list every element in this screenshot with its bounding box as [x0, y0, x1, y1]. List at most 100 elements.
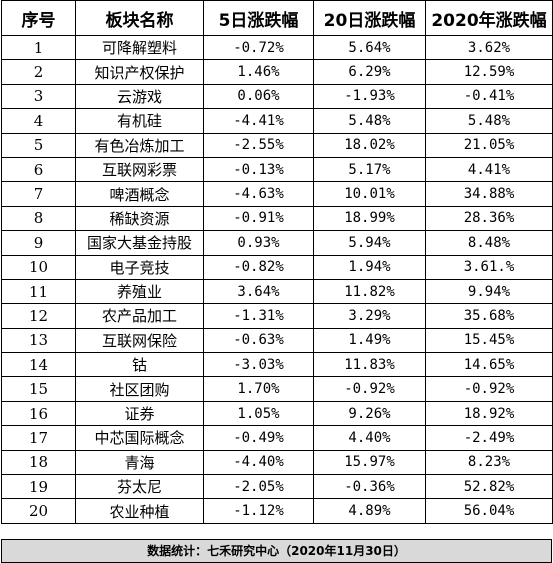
header-20day-change: 20日涨跌幅	[313, 0, 426, 36]
cell-2020-change: 28.36%	[425, 205, 553, 232]
cell-index: 3	[1, 83, 76, 110]
cell-index: 9	[1, 230, 76, 256]
cell-index: 17	[1, 425, 76, 451]
table-row: 5 有色冶炼加工 -2.55% 18.02% 21.05%	[1, 132, 553, 158]
cell-20day-change: -0.92%	[313, 376, 426, 402]
header-5day-change: 5日涨跌幅	[203, 0, 314, 36]
cell-20day-change: 1.49%	[313, 327, 426, 354]
cell-index: 5	[1, 132, 76, 158]
cell-5day-change: 1.46%	[203, 59, 314, 85]
cell-5day-change: -0.91%	[203, 205, 314, 232]
cell-sector-name: 电子竞技	[75, 254, 204, 280]
cell-sector-name: 农产品加工	[75, 303, 204, 329]
cell-sector-name: 互联网保险	[75, 327, 204, 354]
cell-5day-change: -1.12%	[203, 498, 314, 524]
table-row: 3 云游戏 0.06% -1.93% -0.41%	[1, 83, 553, 110]
cell-2020-change: 8.48%	[425, 230, 553, 256]
cell-5day-change: -0.13%	[203, 156, 314, 183]
cell-2020-change: 4.41%	[425, 156, 553, 183]
cell-20day-change: 11.82%	[313, 278, 426, 305]
cell-20day-change: 6.29%	[313, 59, 426, 85]
cell-sector-name: 农业种植	[75, 498, 204, 524]
header-2020-change: 2020年涨跌幅	[425, 0, 553, 36]
table-row: 6 互联网彩票 -0.13% 5.17% 4.41%	[1, 156, 553, 183]
cell-2020-change: 35.68%	[425, 303, 553, 329]
cell-sector-name: 啤酒概念	[75, 181, 204, 207]
cell-index: 14	[1, 352, 76, 378]
table-row: 4 有机硅 -4.41% 5.48% 5.48%	[1, 108, 553, 134]
header-index: 序号	[1, 0, 76, 36]
cell-sector-name: 社区团购	[75, 376, 204, 402]
cell-20day-change: -0.36%	[313, 474, 426, 500]
cell-20day-change: 15.97%	[313, 449, 426, 476]
cell-2020-change: 3.62%	[425, 34, 553, 61]
table-row: 2 知识产权保护 1.46% 6.29% 12.59%	[1, 59, 553, 85]
cell-2020-change: -2.49%	[425, 425, 553, 451]
header-row: 序号 板块名称 5日涨跌幅 20日涨跌幅 2020年涨跌幅	[1, 0, 553, 36]
cell-2020-change: 3.61.%	[425, 254, 553, 280]
cell-2020-change: 34.88%	[425, 181, 553, 207]
cell-20day-change: 9.26%	[313, 400, 426, 427]
cell-20day-change: -1.93%	[313, 83, 426, 110]
cell-sector-name: 知识产权保护	[75, 59, 204, 85]
table-row: 9 国家大基金持股 0.93% 5.94% 8.48%	[1, 230, 553, 256]
cell-sector-name: 钴	[75, 352, 204, 378]
cell-5day-change: -0.63%	[203, 327, 314, 354]
table-row: 13 互联网保险 -0.63% 1.49% 15.45%	[1, 327, 553, 354]
cell-20day-change: 5.64%	[313, 34, 426, 61]
cell-index: 2	[1, 59, 76, 85]
cell-5day-change: -2.55%	[203, 132, 314, 158]
cell-5day-change: 1.70%	[203, 376, 314, 402]
cell-sector-name: 云游戏	[75, 83, 204, 110]
cell-20day-change: 18.99%	[313, 205, 426, 232]
cell-sector-name: 证券	[75, 400, 204, 427]
cell-5day-change: -0.72%	[203, 34, 314, 61]
cell-5day-change: -2.05%	[203, 474, 314, 500]
cell-5day-change: -4.40%	[203, 449, 314, 476]
cell-index: 4	[1, 108, 76, 134]
cell-sector-name: 可降解塑料	[75, 34, 204, 61]
cell-2020-change: 5.48%	[425, 108, 553, 134]
cell-5day-change: -0.49%	[203, 425, 314, 451]
table-row: 18 青海 -4.40% 15.97% 8.23%	[1, 449, 553, 476]
cell-index: 15	[1, 376, 76, 402]
cell-20day-change: 5.94%	[313, 230, 426, 256]
cell-20day-change: 3.29%	[313, 303, 426, 329]
cell-index: 12	[1, 303, 76, 329]
table-row: 11 养殖业 3.64% 11.82% 9.94%	[1, 278, 553, 305]
cell-index: 13	[1, 327, 76, 354]
cell-index: 7	[1, 181, 76, 207]
table-row: 20 农业种植 -1.12% 4.89% 56.04%	[1, 498, 553, 524]
table-row: 8 稀缺资源 -0.91% 18.99% 28.36%	[1, 205, 553, 232]
cell-5day-change: 0.06%	[203, 83, 314, 110]
cell-2020-change: -0.92%	[425, 376, 553, 402]
cell-index: 6	[1, 156, 76, 183]
cell-sector-name: 稀缺资源	[75, 205, 204, 232]
cell-index: 18	[1, 449, 76, 476]
table-row: 1 可降解塑料 -0.72% 5.64% 3.62%	[1, 34, 553, 61]
cell-sector-name: 互联网彩票	[75, 156, 204, 183]
cell-2020-change: 14.65%	[425, 352, 553, 378]
cell-20day-change: 10.01%	[313, 181, 426, 207]
cell-sector-name: 芬太尼	[75, 474, 204, 500]
table-row: 7 啤酒概念 -4.63% 10.01% 34.88%	[1, 181, 553, 207]
cell-20day-change: 18.02%	[313, 132, 426, 158]
cell-5day-change: -0.82%	[203, 254, 314, 280]
cell-5day-change: 0.93%	[203, 230, 314, 256]
cell-20day-change: 5.48%	[313, 108, 426, 134]
table-row: 15 社区团购 1.70% -0.92% -0.92%	[1, 376, 553, 402]
cell-20day-change: 4.89%	[313, 498, 426, 524]
source-footer: 数据统计：七禾研究中心（2020年11月30日）	[1, 539, 552, 563]
cell-2020-change: 18.92%	[425, 400, 553, 427]
cell-20day-change: 11.83%	[313, 352, 426, 378]
cell-sector-name: 养殖业	[75, 278, 204, 305]
cell-index: 20	[1, 498, 76, 524]
cell-5day-change: 1.05%	[203, 400, 314, 427]
header-sector-name: 板块名称	[75, 0, 204, 36]
cell-sector-name: 有色冶炼加工	[75, 132, 204, 158]
table-row: 14 钴 -3.03% 11.83% 14.65%	[1, 352, 553, 378]
cell-2020-change: 52.82%	[425, 474, 553, 500]
cell-2020-change: 15.45%	[425, 327, 553, 354]
cell-sector-name: 国家大基金持股	[75, 230, 204, 256]
